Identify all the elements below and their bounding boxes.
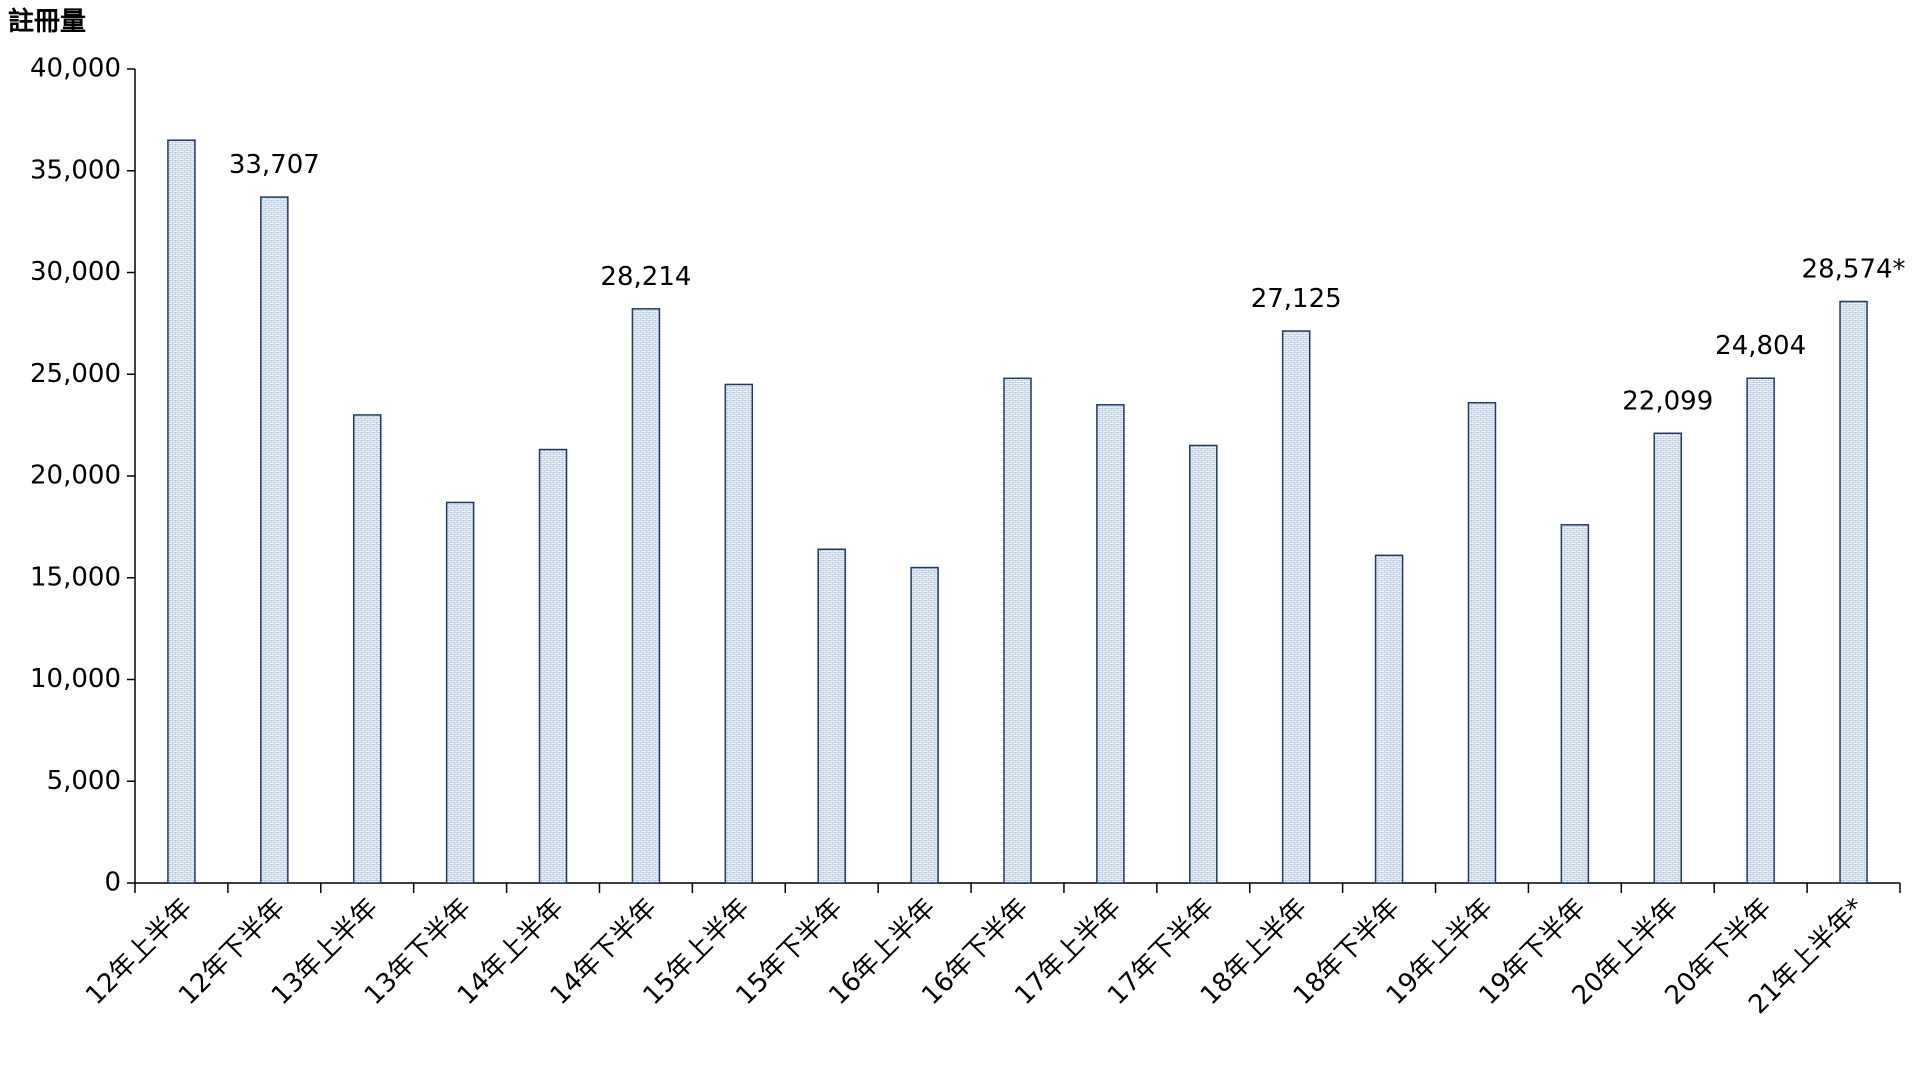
bar [445, 501, 475, 884]
bar [1096, 404, 1125, 884]
value-label: 28,574* [1802, 255, 1906, 285]
bar [352, 414, 382, 884]
value-label: 28,214 [600, 262, 691, 292]
y-tick-label: 0 [104, 868, 121, 898]
value-label: 27,125 [1251, 284, 1342, 314]
bar [1003, 377, 1032, 884]
y-tick-label: 25,000 [30, 359, 121, 389]
bar [631, 308, 661, 884]
y-axis-title: 註冊量 [8, 7, 86, 37]
value-label: 22,099 [1622, 386, 1713, 416]
bar [1560, 524, 1590, 884]
bar [1746, 377, 1775, 884]
bar [817, 548, 846, 884]
bar [1653, 432, 1683, 884]
bar [167, 139, 196, 884]
bar [1374, 554, 1404, 884]
bar [260, 196, 289, 884]
y-tick-label: 30,000 [30, 257, 121, 287]
bar [1189, 444, 1218, 884]
y-tick-label: 35,000 [30, 155, 121, 185]
y-tick-label: 10,000 [30, 664, 121, 694]
value-label: 33,707 [229, 150, 320, 180]
y-tick-label: 5,000 [47, 766, 121, 796]
bar [1467, 401, 1497, 884]
bar [1839, 300, 1868, 884]
bar [1281, 330, 1311, 884]
bar [538, 448, 568, 884]
y-tick-label: 40,000 [30, 54, 121, 84]
y-tick-label: 15,000 [30, 562, 121, 592]
y-tick-label: 20,000 [30, 461, 121, 491]
bar [910, 566, 939, 884]
value-label: 24,804 [1715, 331, 1806, 361]
bar [724, 383, 754, 884]
